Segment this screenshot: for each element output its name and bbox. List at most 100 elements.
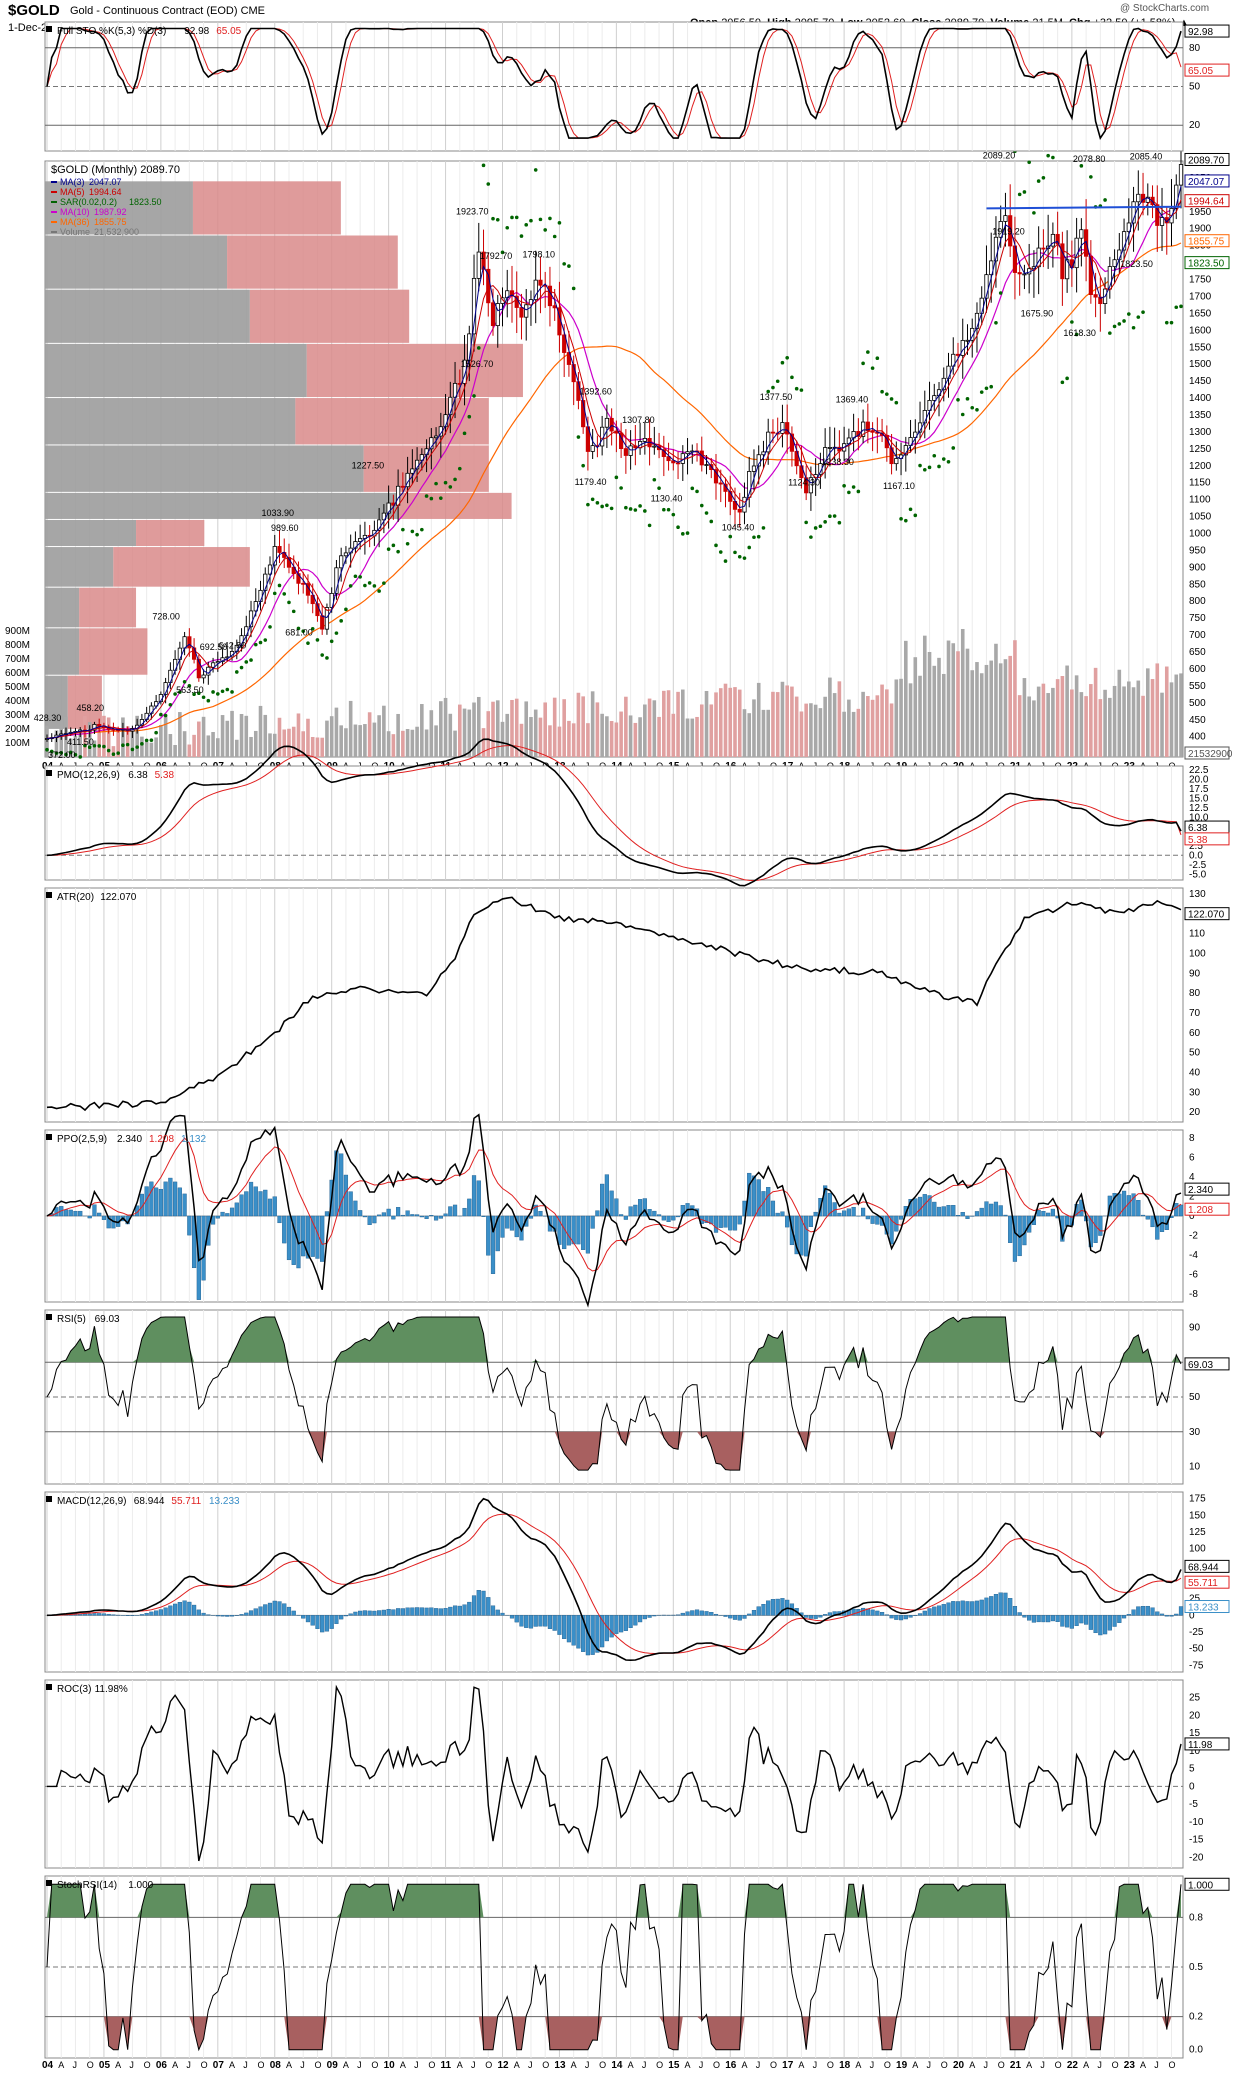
macd-panel-hist-bar xyxy=(1022,1615,1027,1618)
ppo-panel-hist-bar xyxy=(263,1189,268,1217)
candle-body xyxy=(552,305,557,309)
ppo-panel-hist-bar xyxy=(932,1201,937,1217)
macd-panel-hist-bar xyxy=(974,1600,980,1616)
ppo-panel-hist-bar xyxy=(718,1215,723,1228)
month-label: J xyxy=(129,2060,134,2070)
macd-panel-hist-bar xyxy=(1041,1615,1046,1623)
month-label: A xyxy=(172,2060,178,2070)
macd-panel-hist-bar xyxy=(462,1604,467,1616)
sar-dot xyxy=(73,752,78,757)
candle-body xyxy=(291,566,296,575)
macd-panel-hist-bar xyxy=(301,1615,306,1619)
macd-panel-hist-bar xyxy=(827,1612,832,1616)
volume-bar xyxy=(1174,674,1179,757)
candle-body xyxy=(187,636,192,649)
ppo-panel-hist-bar xyxy=(410,1214,415,1217)
sar-dot xyxy=(851,485,856,489)
macd-panel-hist-bar xyxy=(543,1615,548,1627)
sar-dot xyxy=(420,527,424,532)
ma36-line xyxy=(46,242,1182,740)
volume-bar xyxy=(984,664,989,757)
sar-dot xyxy=(230,690,234,694)
sar-dot xyxy=(467,414,472,419)
volume-bar xyxy=(320,737,324,757)
macd-panel-hist-bar xyxy=(562,1615,567,1639)
volume-bar xyxy=(543,702,548,757)
ppo-panel-hist-bar xyxy=(424,1215,429,1219)
stochrsi-panel-last-tag: 1.000 xyxy=(1184,1877,1230,1891)
volume-bar xyxy=(211,732,215,757)
ppo-panel-hist-bar xyxy=(310,1215,315,1257)
macd-panel-hist-bar xyxy=(215,1615,220,1617)
sar-dot xyxy=(742,556,747,560)
sar-dot xyxy=(211,690,215,694)
volume-bar xyxy=(552,697,557,757)
ppo-panel-y-axis-tick: 0 xyxy=(1189,1211,1195,1222)
macd-panel-hist-bar xyxy=(457,1605,462,1616)
candle-body xyxy=(1003,215,1008,222)
sar-dot xyxy=(135,745,139,749)
volume-bar xyxy=(799,711,804,757)
sar-dot xyxy=(116,751,120,755)
candle-body xyxy=(737,508,742,513)
ppo-panel-hist-bar xyxy=(339,1153,344,1217)
macd-panel-hist-bar xyxy=(334,1615,339,1624)
sar-dot xyxy=(904,518,908,523)
price-annotation: 642.80 xyxy=(219,640,247,650)
macd-panel-hist-bar xyxy=(808,1615,814,1619)
macd-panel-hist-bar xyxy=(377,1610,382,1616)
volume-bar xyxy=(723,683,728,757)
sar-dot xyxy=(538,217,543,222)
volume-bar xyxy=(1051,687,1055,757)
svg-text:68.944: 68.944 xyxy=(1188,1562,1219,1573)
volume-bar xyxy=(704,690,709,757)
sar-dot xyxy=(462,431,467,436)
sar-dot xyxy=(832,514,837,518)
macd-panel-hist-bar xyxy=(277,1601,282,1616)
macd-panel-hist-bar xyxy=(552,1615,557,1631)
month-label: A xyxy=(1140,2060,1146,2070)
volume-bar xyxy=(434,725,438,757)
volume-bars xyxy=(45,628,1183,757)
macd-panel-hist-bar xyxy=(448,1606,453,1616)
price-annotation: 1618.30 xyxy=(1063,328,1096,338)
sar-dot xyxy=(548,216,552,221)
volume-bar xyxy=(714,692,718,757)
candle-body xyxy=(495,303,500,327)
price-annotation: 1919.20 xyxy=(992,226,1025,236)
macd-panel-hist-bar xyxy=(305,1615,311,1623)
ppo-panel-hist-bar xyxy=(808,1215,814,1227)
volume-bar xyxy=(54,730,59,757)
volume-bar xyxy=(1089,684,1093,757)
ppo-panel-hist-bar xyxy=(1046,1212,1051,1217)
sar-dot xyxy=(377,589,381,593)
ppo-panel-hist-bar xyxy=(448,1206,453,1217)
vbp-gray-bar xyxy=(45,628,80,675)
macd-panel-hist-bar xyxy=(747,1613,752,1616)
sar-dot xyxy=(1169,320,1174,325)
candle-body xyxy=(111,728,116,731)
volume-bar xyxy=(766,709,771,757)
month-label: A xyxy=(855,2060,861,2070)
macd-panel-hist-bar xyxy=(908,1615,913,1618)
stochrsi-panel-series-line xyxy=(46,1883,1182,2052)
volume-bar xyxy=(182,731,187,757)
month-label: A xyxy=(798,2060,804,2070)
macd-panel-hist-bar xyxy=(694,1609,700,1616)
volume-bar xyxy=(420,704,424,757)
volume-bar xyxy=(557,726,562,757)
sar-dot xyxy=(970,405,975,410)
price-y-axis-tick: 1600 xyxy=(1189,325,1212,336)
sar-dot xyxy=(372,584,377,588)
macd-panel-hist-bar xyxy=(509,1615,515,1619)
volume-bar xyxy=(1055,679,1060,757)
macd-panel-hist-bar xyxy=(623,1615,628,1631)
sar-dot xyxy=(880,389,884,394)
volume-bar xyxy=(956,651,960,757)
candle-body xyxy=(339,555,344,569)
volume-bar xyxy=(92,740,97,757)
volume-bar xyxy=(339,725,343,757)
sar-dot xyxy=(581,463,585,468)
macd-panel-hist-bar xyxy=(965,1601,970,1616)
sar-dot xyxy=(875,356,880,361)
